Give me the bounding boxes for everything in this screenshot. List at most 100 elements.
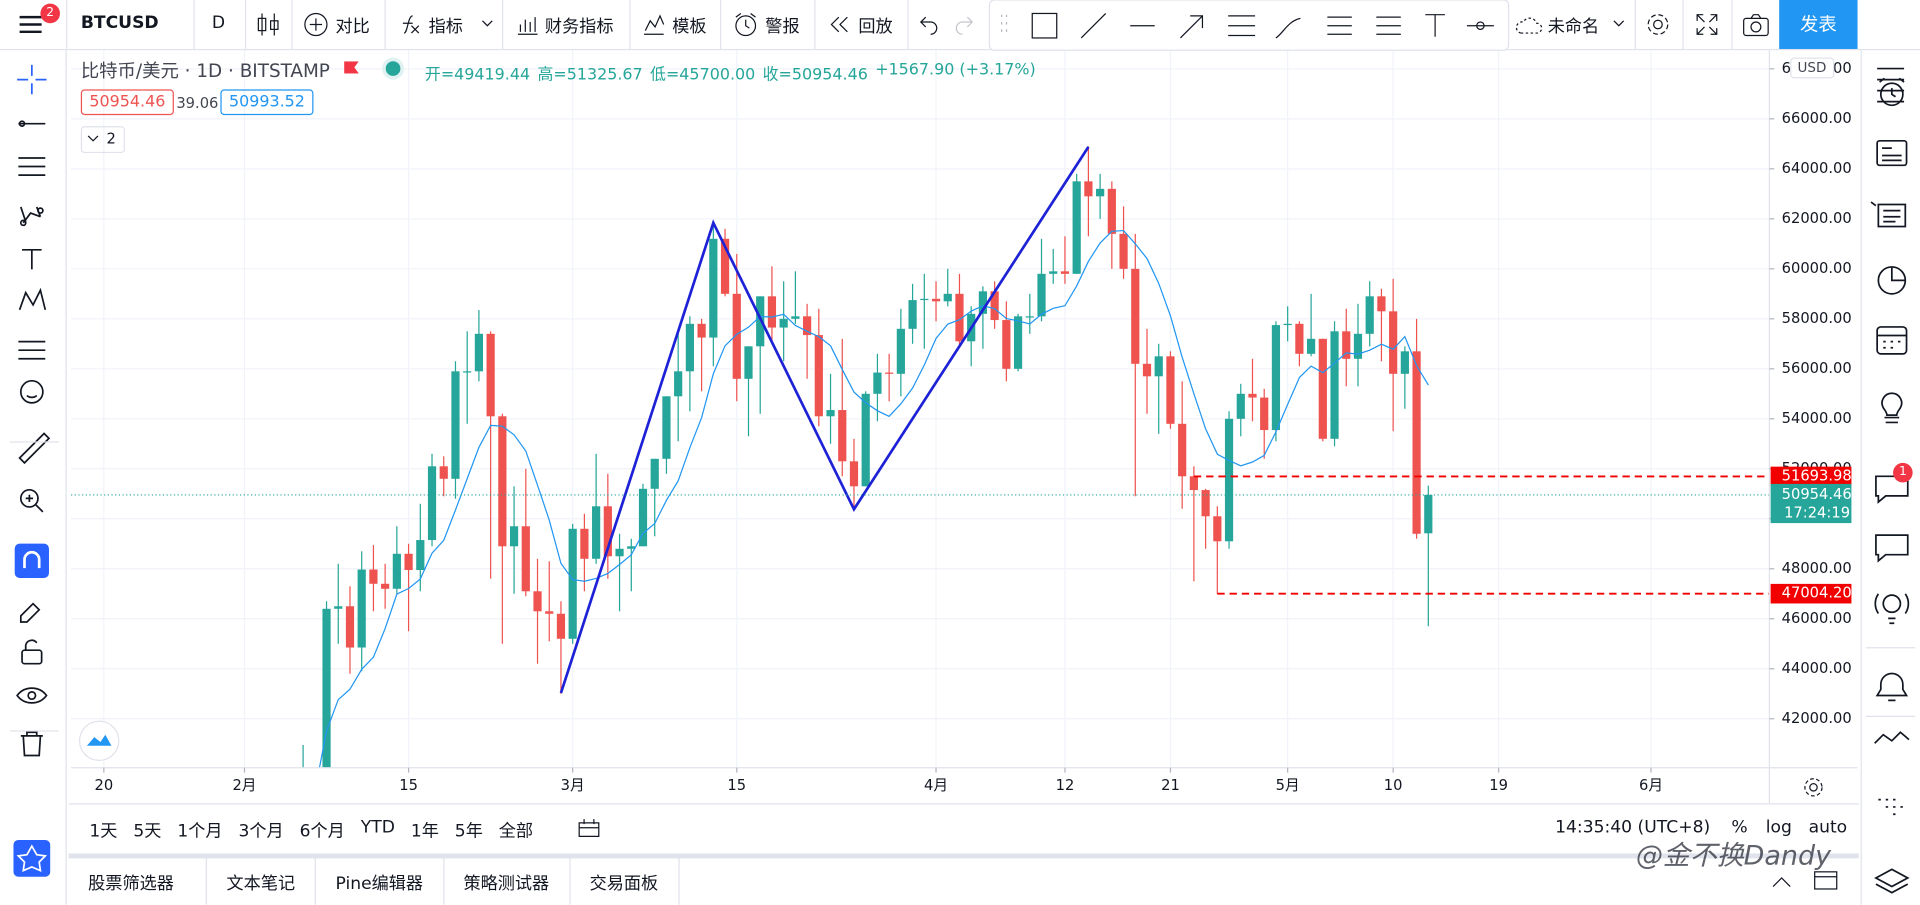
candle-body <box>674 371 683 397</box>
x-tick-label: 5月 <box>1276 777 1300 794</box>
axis-settings-icon[interactable] <box>1800 774 1827 801</box>
percent-toggle[interactable]: % <box>1731 817 1748 838</box>
y-tick-label: 58000.00 <box>1782 310 1852 327</box>
x-tick-label: 3月 <box>561 777 585 794</box>
bid-price[interactable]: 50954.46 <box>80 89 174 116</box>
left-toolbar <box>0 50 67 905</box>
fullscreen-icon[interactable] <box>1693 11 1720 38</box>
candle-body <box>580 528 589 559</box>
candle-body <box>1224 418 1234 542</box>
financials[interactable]: 财务指标 <box>544 17 614 37</box>
cloud-icon[interactable] <box>1513 12 1545 36</box>
top-toolbar: 2 BTCUSD D 对比 指标 财务指标 模板 警报 回放 未命名 发表 <box>0 0 1920 51</box>
x-tick-label: 10 <box>1384 777 1403 794</box>
financials-icon[interactable] <box>514 11 541 38</box>
x-tick-label: 12 <box>1056 777 1075 794</box>
collapse-button[interactable]: 2 <box>80 126 125 154</box>
menu-icon[interactable] <box>17 12 46 36</box>
indicator-count: 2 <box>106 129 116 147</box>
alert[interactable]: 警报 <box>765 17 800 37</box>
range-button[interactable]: 1年 <box>410 821 439 842</box>
x-tick-label: 2月 <box>232 777 256 794</box>
panel-controls[interactable] <box>1763 864 1849 896</box>
candle-body <box>1154 356 1163 377</box>
compare[interactable]: 对比 <box>335 17 370 37</box>
countdown: 17:24:19 <box>1784 504 1850 521</box>
candle-body <box>650 458 659 489</box>
candle-body <box>521 526 530 592</box>
currency[interactable]: USD <box>1790 57 1834 79</box>
templates[interactable]: 模板 <box>672 17 707 37</box>
level-label: 51693.98 <box>1782 467 1852 484</box>
chart-style-icon[interactable] <box>255 10 282 39</box>
candle-body <box>1260 397 1269 431</box>
candle-body <box>345 606 355 648</box>
undo-redo[interactable] <box>916 12 977 36</box>
candle-body <box>779 318 788 328</box>
candle-body <box>381 583 390 589</box>
x-tick-label: 19 <box>1489 777 1508 794</box>
bottom-tab[interactable]: 策略测试器 <box>444 857 571 905</box>
range-button[interactable]: YTD <box>360 817 395 838</box>
candle-body <box>1295 323 1304 354</box>
y-tick-label: 42000.00 <box>1782 710 1852 727</box>
bottom-tab[interactable]: Pine编辑器 <box>316 857 444 905</box>
candle-body <box>1412 351 1421 534</box>
range-button[interactable]: 1天 <box>89 821 118 842</box>
candle-body <box>990 291 999 321</box>
candle-body <box>486 333 495 417</box>
candle-body <box>1002 320 1011 369</box>
candle-body <box>1201 490 1210 517</box>
candle-body <box>697 323 706 338</box>
x-tick-label: 15 <box>399 777 418 794</box>
indicators-icon[interactable] <box>397 11 424 38</box>
bottom-tab[interactable]: 文本笔记 <box>207 857 316 905</box>
alert-icon[interactable] <box>732 11 759 38</box>
ohlc-value: +1567.90 (+3.17%) <box>875 61 1036 80</box>
symbol[interactable]: BTCUSD <box>80 13 159 34</box>
range-buttons: 1天 5天 1个月 3个月 6个月 YTD 1年 5年 全部 <box>89 818 533 842</box>
range-button[interactable]: 1个月 <box>177 821 223 842</box>
range-button[interactable]: 全部 <box>498 821 534 842</box>
candle-body <box>568 528 577 639</box>
candle-body <box>955 293 964 342</box>
range-button[interactable]: 5天 <box>133 821 162 842</box>
templates-icon[interactable] <box>640 11 667 38</box>
settings-icon[interactable] <box>1644 11 1671 38</box>
snapshot-icon[interactable] <box>1741 11 1770 38</box>
candle-body <box>767 296 777 328</box>
candle-body <box>873 372 882 394</box>
candle-body <box>1025 316 1034 318</box>
bottom-tab[interactable]: 股票筛选器 <box>69 857 207 905</box>
interval[interactable]: D <box>211 13 226 34</box>
dropdown-icon[interactable] <box>480 18 495 30</box>
ask-price[interactable]: 50993.52 <box>220 89 314 116</box>
log-toggle[interactable]: log <box>1765 817 1792 838</box>
indicators[interactable]: 指标 <box>428 17 463 37</box>
compare-icon[interactable] <box>302 11 329 38</box>
range-button[interactable]: 3个月 <box>238 821 284 842</box>
bottom-tabs: 股票筛选器 文本笔记 Pine编辑器 策略测试器 交易面板 <box>69 857 1859 905</box>
range-button[interactable]: 6个月 <box>299 821 345 842</box>
candle-body <box>1013 316 1023 369</box>
candle-body <box>463 371 472 373</box>
layout-name[interactable]: 未命名 <box>1547 17 1600 37</box>
replay-icon[interactable] <box>827 12 854 36</box>
y-tick-label: 66000.00 <box>1782 110 1852 127</box>
candle-body <box>603 506 612 557</box>
auto-toggle[interactable]: auto <box>1808 817 1848 838</box>
dropdown-icon[interactable] <box>1611 18 1626 30</box>
candle-body <box>1049 271 1058 274</box>
x-tick-label: 6月 <box>1639 777 1663 794</box>
flag-icon[interactable] <box>344 61 359 74</box>
goto-date-icon[interactable] <box>576 816 603 840</box>
bottom-tab[interactable]: 交易面板 <box>570 857 679 905</box>
replay[interactable]: 回放 <box>858 17 893 37</box>
candle-body <box>1365 296 1374 334</box>
x-tick-label: 21 <box>1161 777 1180 794</box>
publish-button[interactable]: 发表 <box>1779 0 1858 49</box>
logo-button[interactable] <box>78 720 120 762</box>
range-button[interactable]: 5年 <box>454 821 483 842</box>
